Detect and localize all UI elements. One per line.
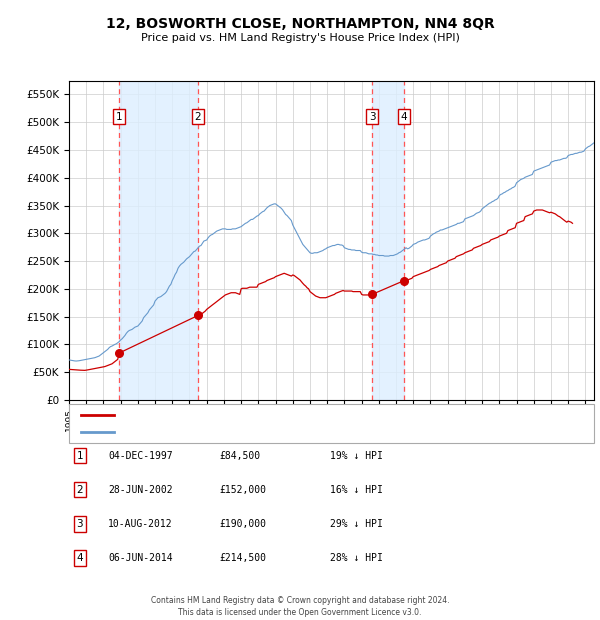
Text: 16% ↓ HPI: 16% ↓ HPI <box>330 485 383 495</box>
Text: Price paid vs. HM Land Registry's House Price Index (HPI): Price paid vs. HM Land Registry's House … <box>140 33 460 43</box>
Text: £214,500: £214,500 <box>219 553 266 563</box>
Text: 4: 4 <box>400 112 407 122</box>
Text: HPI: Average price, detached house, West Northamptonshire: HPI: Average price, detached house, West… <box>121 428 410 437</box>
Text: 12, BOSWORTH CLOSE, NORTHAMPTON, NN4 8QR (detached house): 12, BOSWORTH CLOSE, NORTHAMPTON, NN4 8QR… <box>121 410 443 420</box>
Bar <box>119 81 198 400</box>
Text: Contains HM Land Registry data © Crown copyright and database right 2024.
This d: Contains HM Land Registry data © Crown c… <box>151 596 449 617</box>
Text: 4: 4 <box>76 553 83 563</box>
Text: £84,500: £84,500 <box>219 451 260 461</box>
Text: 3: 3 <box>76 519 83 529</box>
Text: 10-AUG-2012: 10-AUG-2012 <box>108 519 173 529</box>
Text: 3: 3 <box>369 112 376 122</box>
Text: £190,000: £190,000 <box>219 519 266 529</box>
Text: 28% ↓ HPI: 28% ↓ HPI <box>330 553 383 563</box>
Text: 19% ↓ HPI: 19% ↓ HPI <box>330 451 383 461</box>
Text: 1: 1 <box>116 112 122 122</box>
Text: 04-DEC-1997: 04-DEC-1997 <box>108 451 173 461</box>
Text: 12, BOSWORTH CLOSE, NORTHAMPTON, NN4 8QR: 12, BOSWORTH CLOSE, NORTHAMPTON, NN4 8QR <box>106 17 494 30</box>
Text: 2: 2 <box>76 485 83 495</box>
Text: 1: 1 <box>76 451 83 461</box>
Bar <box>372 81 404 400</box>
Text: 06-JUN-2014: 06-JUN-2014 <box>108 553 173 563</box>
Text: 2: 2 <box>194 112 201 122</box>
Text: 28-JUN-2002: 28-JUN-2002 <box>108 485 173 495</box>
Text: 29% ↓ HPI: 29% ↓ HPI <box>330 519 383 529</box>
Text: £152,000: £152,000 <box>219 485 266 495</box>
